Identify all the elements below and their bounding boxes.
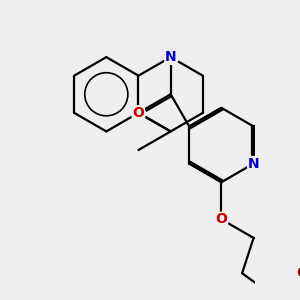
Text: N: N [248, 157, 260, 171]
Text: O: O [215, 212, 227, 226]
Text: N: N [165, 50, 176, 64]
Text: O: O [296, 266, 300, 280]
Text: O: O [133, 106, 144, 120]
